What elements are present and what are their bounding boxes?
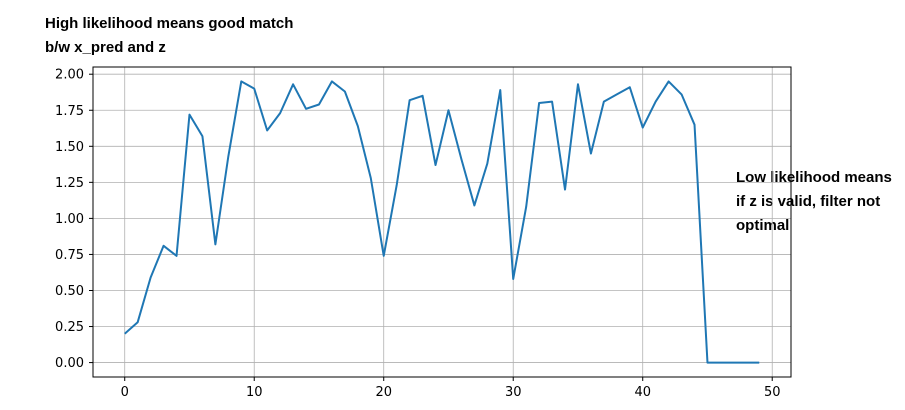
- y-tick-label: 0.50: [55, 284, 84, 299]
- series-layer: [124, 80, 760, 364]
- x-tick-label: 0: [121, 385, 129, 400]
- y-tick-label: 0.00: [55, 356, 84, 371]
- x-tick-label: 20: [375, 385, 392, 400]
- y-tick-label: 2.00: [55, 68, 84, 83]
- axis-ticks: 0 10 20 30 40 50 0.00 0.25 0.50 0.75 1.00 1.25 1.50 1…: [55, 68, 780, 400]
- x-tick-label: 10: [246, 385, 263, 400]
- x-tick-label: 30: [505, 385, 522, 400]
- x-tick-label: 40: [634, 385, 651, 400]
- y-tick-label: 0.75: [55, 248, 84, 263]
- x-tick-label: 50: [764, 385, 781, 400]
- plot-frame: [92, 66, 792, 378]
- annotation-high-likelihood: High likelihood means good match b/w x_p…: [45, 15, 294, 56]
- y-tick-label: 1.75: [55, 104, 84, 119]
- y-tick-label: 0.25: [55, 320, 84, 335]
- y-tick-label: 1.50: [55, 140, 84, 155]
- grid: [93, 67, 791, 377]
- y-tick-label: 1.00: [55, 212, 84, 227]
- likelihood-series-line: [124, 80, 760, 364]
- y-tick-label: 1.25: [55, 176, 84, 191]
